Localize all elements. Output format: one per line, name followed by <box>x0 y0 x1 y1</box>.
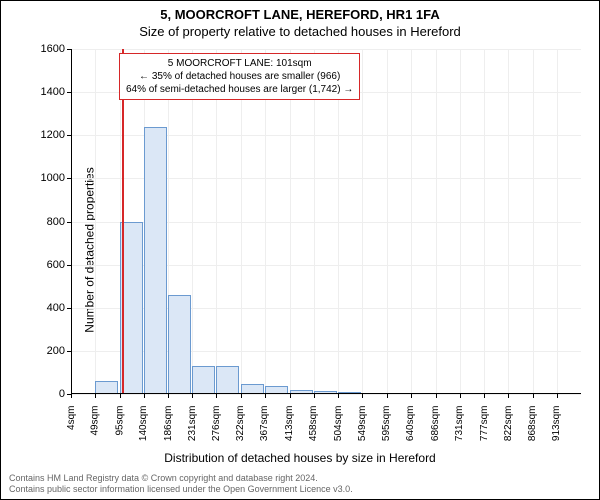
legend-line2: ← 35% of detached houses are smaller (96… <box>126 70 353 83</box>
xtick-label: 549sqm <box>357 406 368 442</box>
xtick-mark <box>411 394 412 398</box>
xtick-mark <box>216 394 217 398</box>
grid-line-v <box>290 49 291 394</box>
x-axis-line <box>71 393 581 394</box>
xtick-mark <box>460 394 461 398</box>
legend-line1: 5 MOORCROFT LANE: 101sqm <box>126 57 353 70</box>
grid-line-v <box>265 49 266 394</box>
grid-line-v <box>508 49 509 394</box>
xtick-label: 777sqm <box>479 406 490 442</box>
xtick-label: 595sqm <box>381 406 392 442</box>
xtick-label: 822sqm <box>503 406 514 442</box>
xtick-mark <box>120 394 121 398</box>
chart-container: 5, MOORCROFT LANE, HEREFORD, HR1 1FA Siz… <box>0 0 600 500</box>
grid-line-v <box>95 49 96 394</box>
xtick-mark <box>95 394 96 398</box>
xtick-label: 640sqm <box>406 406 417 442</box>
xtick-mark <box>314 394 315 398</box>
xtick-label: 231sqm <box>187 406 198 442</box>
xtick-mark <box>241 394 242 398</box>
footer-line2: Contains public sector information licen… <box>9 484 353 495</box>
xtick-mark <box>436 394 437 398</box>
chart-title-line2: Size of property relative to detached ho… <box>1 24 599 39</box>
xtick-label: 140sqm <box>138 406 149 442</box>
xtick-mark <box>265 394 266 398</box>
grid-line-v <box>436 49 437 394</box>
xtick-label: 367sqm <box>260 406 271 442</box>
ytick-label: 800 <box>25 216 65 228</box>
xtick-label: 322sqm <box>236 406 247 442</box>
grid-line-v <box>314 49 315 394</box>
xtick-mark <box>508 394 509 398</box>
ytick-label: 1000 <box>25 172 65 184</box>
xtick-mark <box>71 394 72 398</box>
xtick-label: 504sqm <box>333 406 344 442</box>
xtick-label: 686sqm <box>430 406 441 442</box>
marker-line <box>122 49 124 394</box>
ytick-label: 1200 <box>25 129 65 141</box>
grid-line-v <box>338 49 339 394</box>
xtick-mark <box>484 394 485 398</box>
xtick-mark <box>533 394 534 398</box>
grid-line-v <box>387 49 388 394</box>
xtick-label: 868sqm <box>527 406 538 442</box>
grid-line-h <box>71 394 581 395</box>
bar <box>192 366 215 394</box>
ytick-label: 200 <box>25 345 65 357</box>
xtick-label: 95sqm <box>114 406 125 436</box>
ytick-label: 0 <box>25 388 65 400</box>
xtick-label: 458sqm <box>308 406 319 442</box>
xtick-label: 413sqm <box>284 406 295 442</box>
grid-line-v <box>192 49 193 394</box>
grid-line-h <box>71 49 581 50</box>
grid-line-v <box>362 49 363 394</box>
xtick-mark <box>192 394 193 398</box>
xtick-label: 276sqm <box>211 406 222 442</box>
xtick-label: 913sqm <box>551 406 562 442</box>
xtick-mark <box>362 394 363 398</box>
grid-line-v <box>241 49 242 394</box>
xtick-mark <box>144 394 145 398</box>
bar <box>216 366 239 394</box>
grid-line-v <box>216 49 217 394</box>
xtick-mark <box>168 394 169 398</box>
grid-line-v <box>484 49 485 394</box>
grid-line-v <box>533 49 534 394</box>
xtick-mark <box>290 394 291 398</box>
ytick-label: 1400 <box>25 86 65 98</box>
xtick-mark <box>557 394 558 398</box>
grid-line-v <box>411 49 412 394</box>
xtick-mark <box>338 394 339 398</box>
ytick-label: 600 <box>25 259 65 271</box>
ytick-label: 1600 <box>25 43 65 55</box>
plot-area: 020040060080010001200140016004sqm49sqm95… <box>71 49 581 394</box>
xtick-label: 731sqm <box>454 406 465 442</box>
plot-inner: 020040060080010001200140016004sqm49sqm95… <box>71 49 581 394</box>
legend-box: 5 MOORCROFT LANE: 101sqm← 35% of detache… <box>119 53 360 100</box>
xtick-label: 4sqm <box>66 406 77 430</box>
grid-line-v <box>557 49 558 394</box>
legend-line3: 64% of semi-detached houses are larger (… <box>126 83 353 96</box>
footer-line1: Contains HM Land Registry data © Crown c… <box>9 473 353 484</box>
grid-line-v <box>460 49 461 394</box>
xtick-label: 186sqm <box>163 406 174 442</box>
bar <box>144 127 167 394</box>
x-axis-label: Distribution of detached houses by size … <box>1 451 599 465</box>
chart-title-line1: 5, MOORCROFT LANE, HEREFORD, HR1 1FA <box>1 7 599 22</box>
ytick-label: 400 <box>25 302 65 314</box>
footer-attribution: Contains HM Land Registry data © Crown c… <box>9 473 353 496</box>
y-axis-line <box>71 49 72 394</box>
xtick-mark <box>387 394 388 398</box>
bar <box>168 295 191 394</box>
xtick-label: 49sqm <box>90 406 101 436</box>
